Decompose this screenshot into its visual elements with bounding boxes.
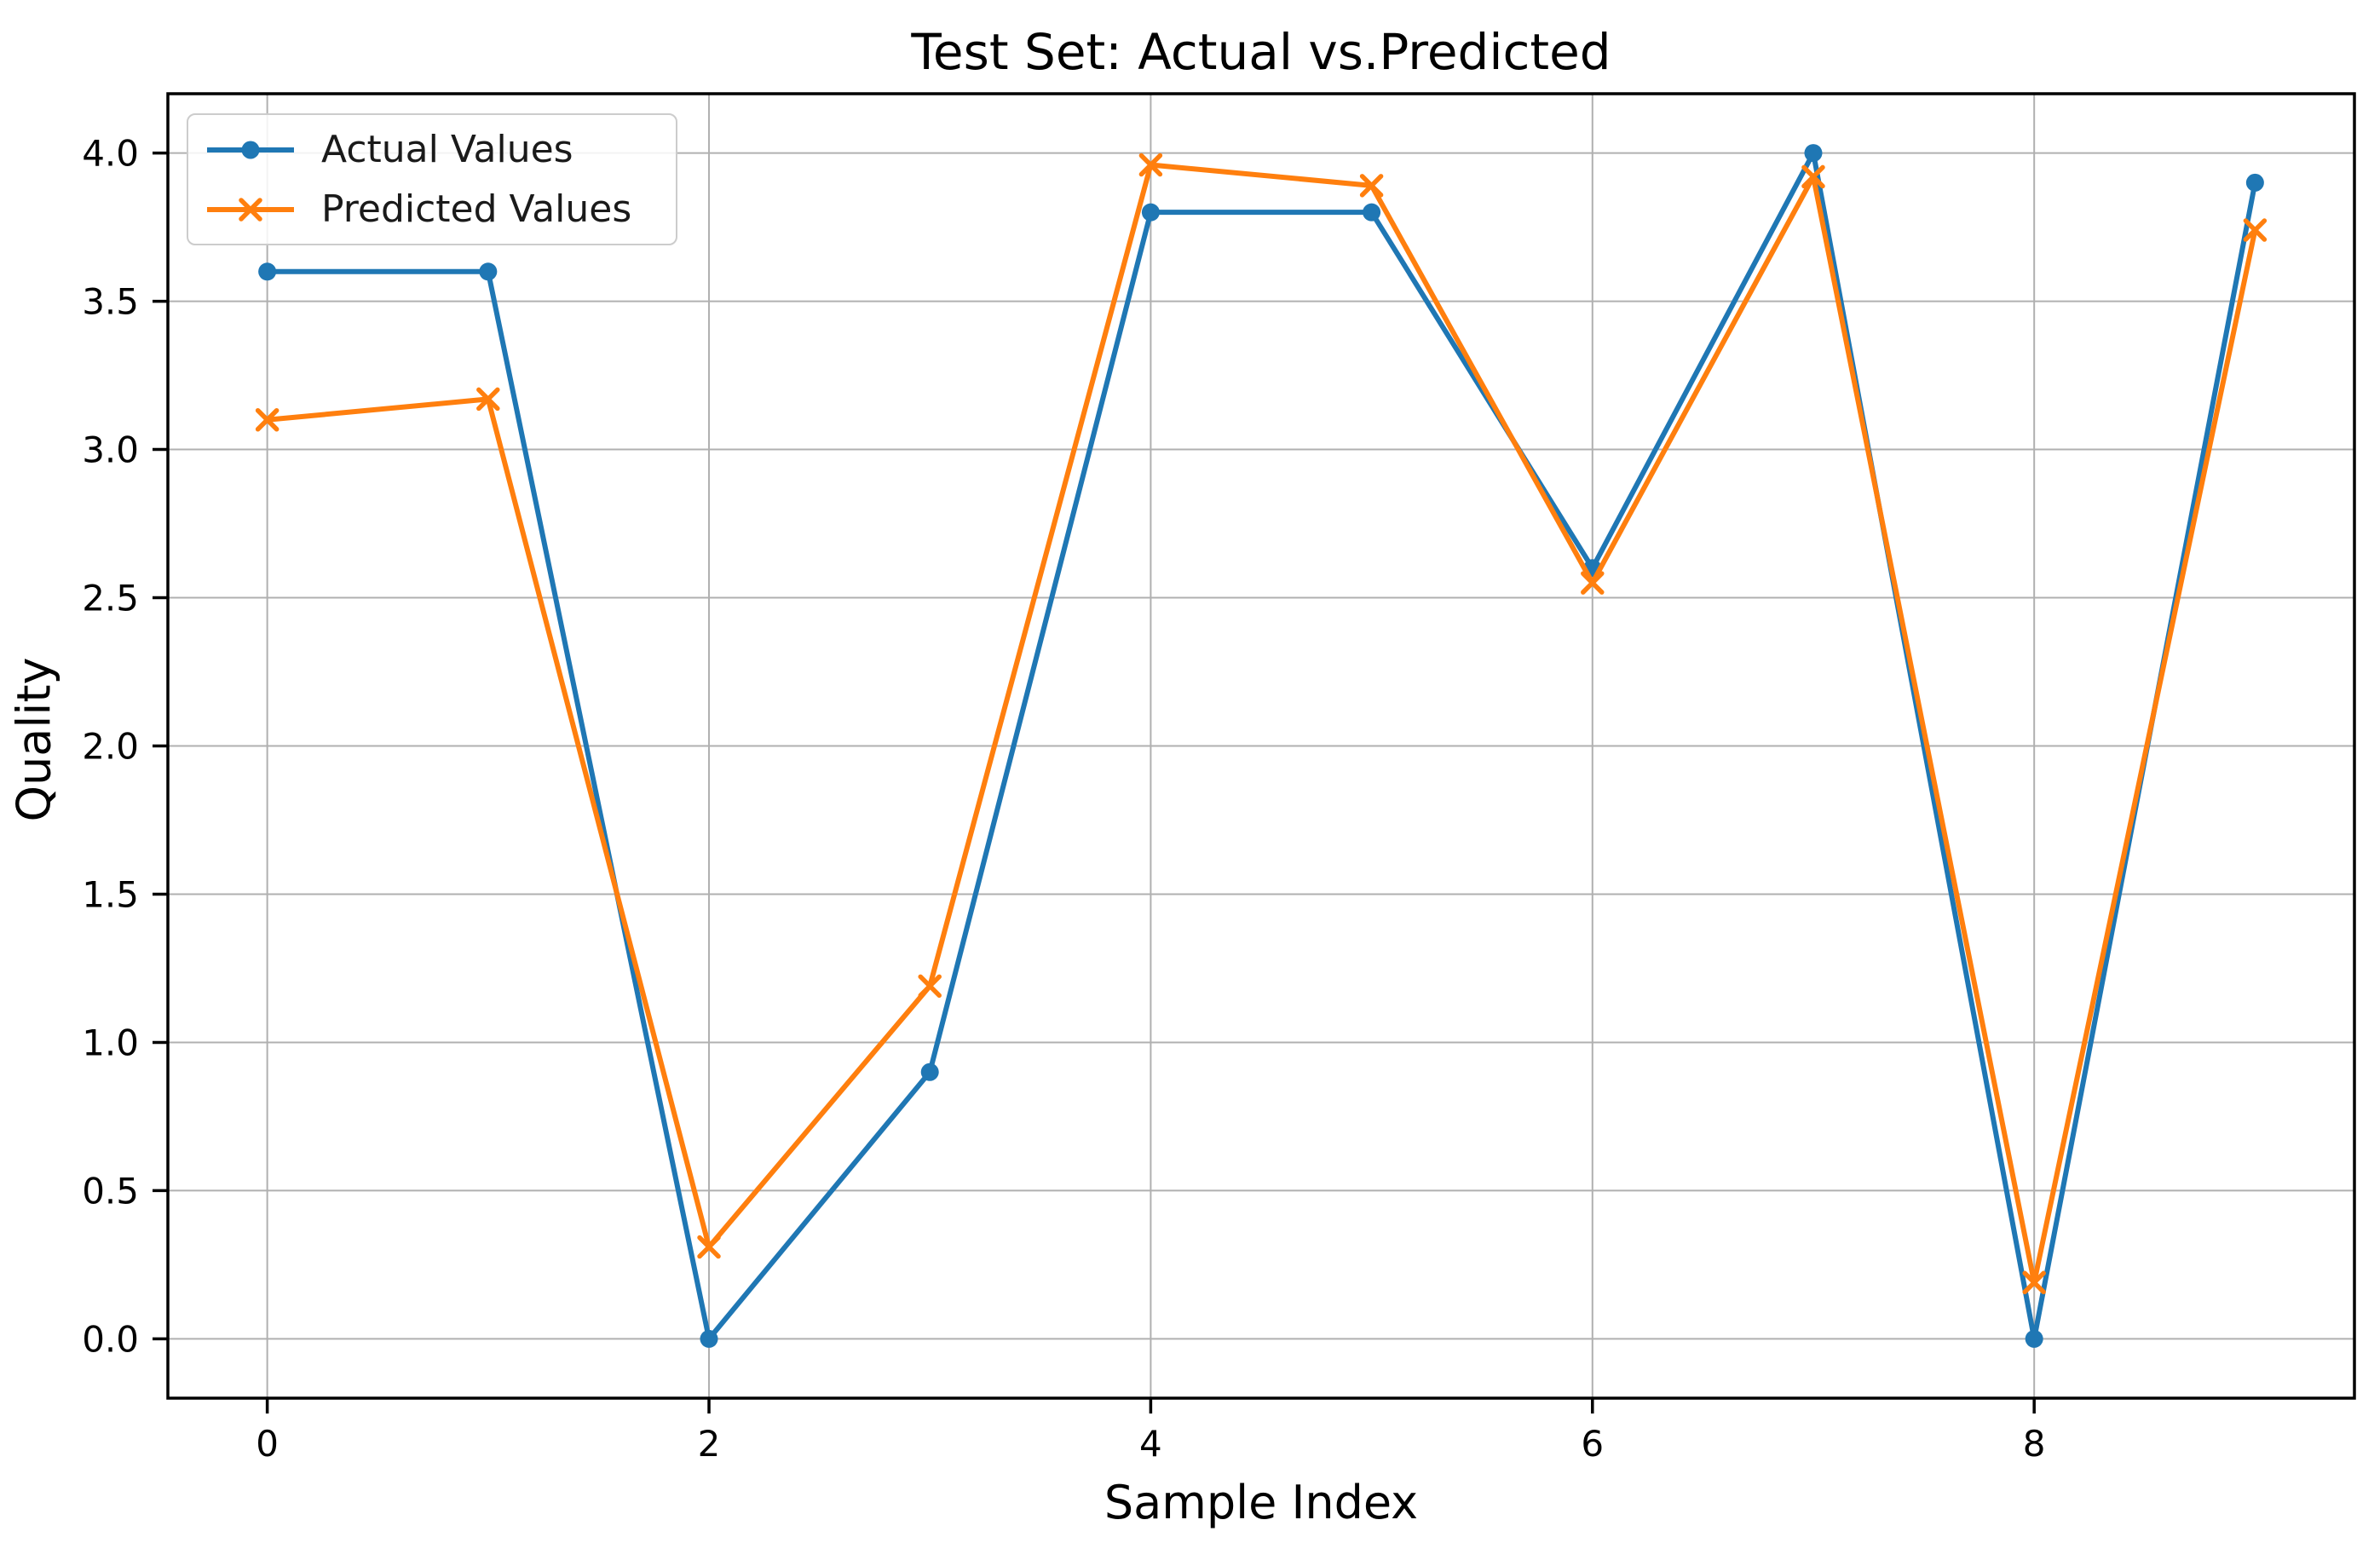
y-tick-label: 2.5: [82, 578, 139, 619]
data-point-circle: [700, 1329, 718, 1348]
x-tick-label: 4: [1139, 1423, 1162, 1465]
data-point-x: [1801, 164, 1825, 189]
y-tick-label: 0.5: [82, 1170, 139, 1212]
x-tick-label: 0: [256, 1423, 279, 1465]
data-point-circle: [1141, 203, 1160, 222]
data-point-x: [255, 408, 279, 432]
y-tick-label: 3.0: [82, 429, 139, 471]
legend-item: Actual Values: [204, 124, 660, 176]
y-tick-label: 4.0: [82, 133, 139, 175]
data-point-circle: [1804, 144, 1823, 163]
y-tick-label: 3.5: [82, 281, 139, 323]
data-point-x: [476, 387, 500, 412]
data-point-circle: [920, 1062, 939, 1081]
x-tick-label: 6: [1581, 1423, 1604, 1465]
y-axis-label: Quality: [7, 657, 61, 822]
data-point-circle: [1363, 203, 1381, 222]
x-tick-label: 2: [698, 1423, 721, 1465]
x-axis-label: Sample Index: [1104, 1476, 1419, 1529]
legend-line-x-sample: [207, 197, 294, 222]
y-tick-label: 0.0: [82, 1318, 139, 1360]
series-line-predicted-values: [264, 162, 2258, 1286]
y-tick-label: 2.0: [82, 726, 139, 768]
data-point-circle: [2025, 1329, 2043, 1348]
legend-item: Predicted Values: [204, 183, 660, 236]
data-point-x: [2022, 1270, 2046, 1295]
x-tick-label: 8: [2023, 1423, 2046, 1465]
data-point-circle: [479, 262, 498, 281]
data-point-x: [697, 1235, 721, 1259]
y-tick-label: 1.5: [82, 873, 139, 915]
legend-item-label: Predicted Values: [321, 187, 632, 231]
legend: Actual Values Predicted Values: [187, 113, 677, 245]
y-tick-label: 1.0: [82, 1022, 139, 1063]
data-point-circle: [258, 262, 277, 281]
data-point-x: [1138, 153, 1163, 177]
chart-title: Test Set: Actual vs.Predicted: [911, 23, 1611, 81]
legend-line-circle-sample: [207, 141, 294, 158]
legend-item-label: Actual Values: [321, 127, 573, 171]
data-point-x: [2243, 218, 2268, 242]
data-point-x: [1581, 571, 1605, 595]
data-point-x: [1359, 174, 1384, 198]
series-line-actual-values: [264, 150, 2258, 1342]
data-point-x: [918, 974, 942, 999]
data-point-circle: [2245, 173, 2264, 192]
axes-spines: [166, 92, 2356, 1400]
